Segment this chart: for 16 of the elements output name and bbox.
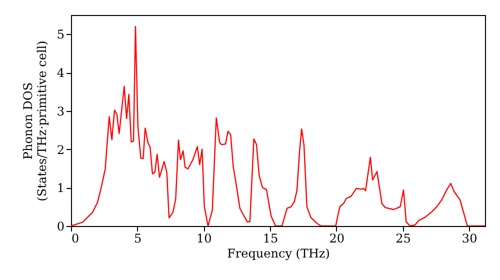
x-tick-label: 0 [72, 232, 80, 246]
x-tick-label: 30 [462, 232, 478, 246]
x-tick-label: 25 [396, 232, 411, 246]
x-axis-title: Frequency (THz) [227, 246, 330, 260]
y-tick-label: 3 [56, 104, 64, 118]
x-tick-label: 15 [262, 232, 278, 246]
y-axis-title: Phonon DOS (States/THz·primitive cell) [20, 40, 49, 202]
y-tick-label: 5 [56, 28, 64, 42]
y-tick-label: 4 [56, 66, 65, 80]
x-tick-label: 10 [196, 232, 212, 246]
line-series [71, 26, 485, 226]
y-tick-label: 1 [56, 181, 64, 196]
x-tick-label: 20 [329, 232, 345, 246]
x-tick-label: 5 [134, 232, 142, 246]
y-tick-label: 2 [56, 142, 64, 157]
y-tick-label: 0 [56, 220, 64, 234]
